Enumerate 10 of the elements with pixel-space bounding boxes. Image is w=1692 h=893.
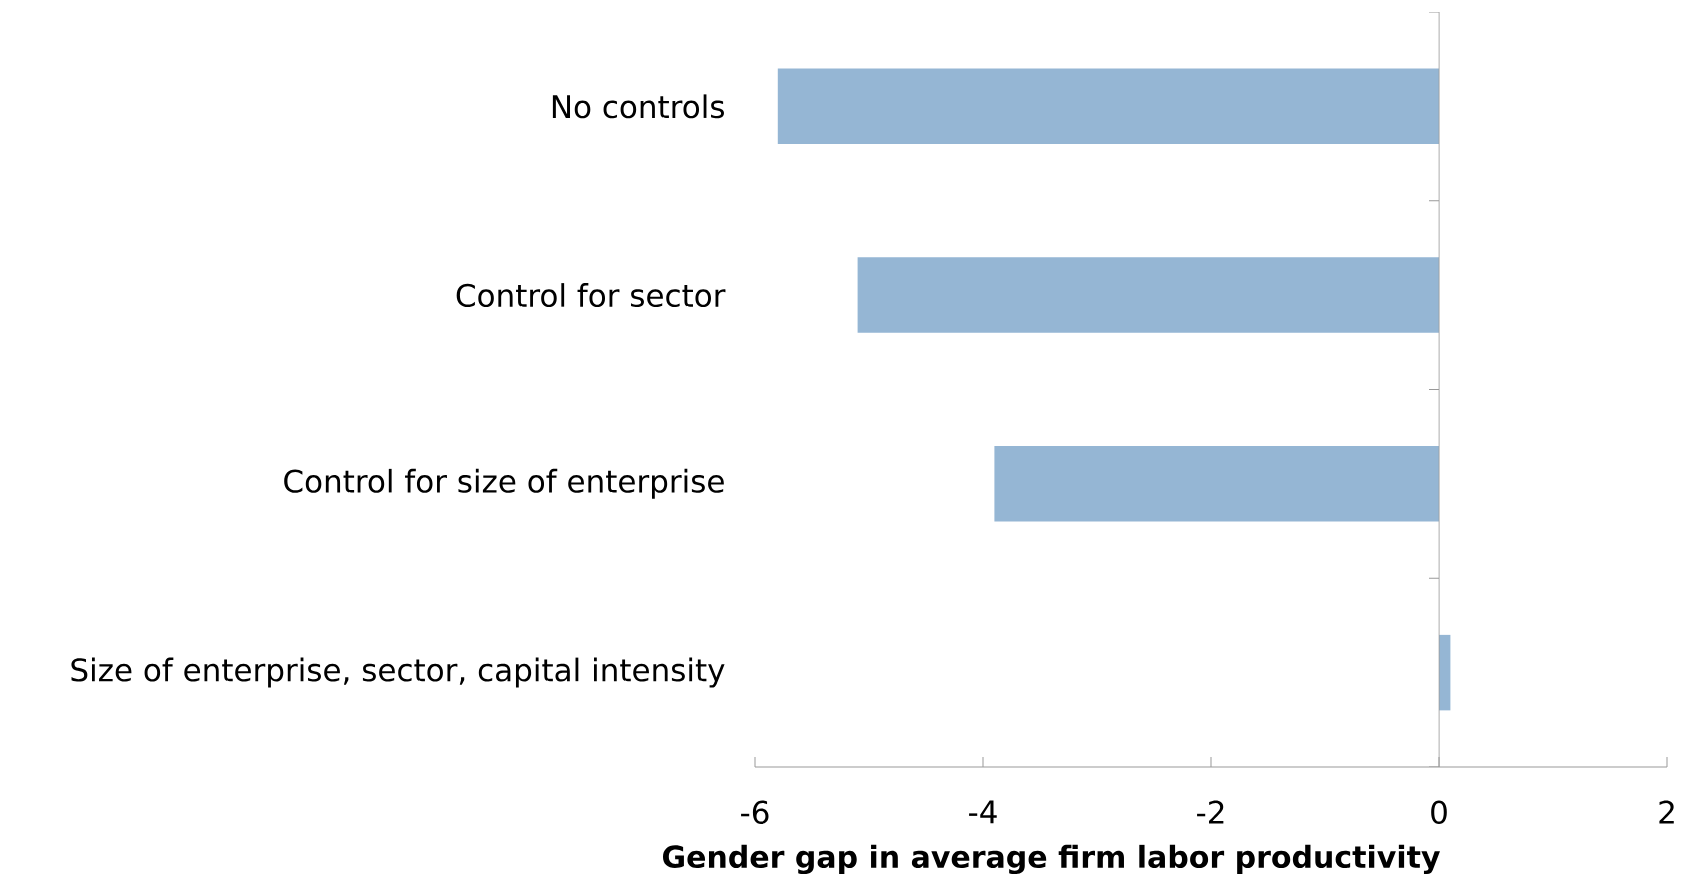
x-tick-label: -6	[741, 800, 769, 824]
y-tick-label: Control for size of enterprise	[284, 468, 724, 499]
x-axis-title: Gender gap in average firm labor productivity	[662, 844, 1440, 875]
y-tick-label: No controls	[552, 94, 724, 119]
x-tick-label: 2	[1659, 800, 1674, 824]
x-tick-label: 0	[1431, 800, 1447, 824]
x-tick-label: -2	[1197, 800, 1224, 824]
y-tick-label: Control for sector	[456, 283, 726, 308]
y-tick-label: Size of enterprise, sector, capital intensity	[71, 657, 725, 688]
x-tick-label: -4	[969, 800, 997, 824]
